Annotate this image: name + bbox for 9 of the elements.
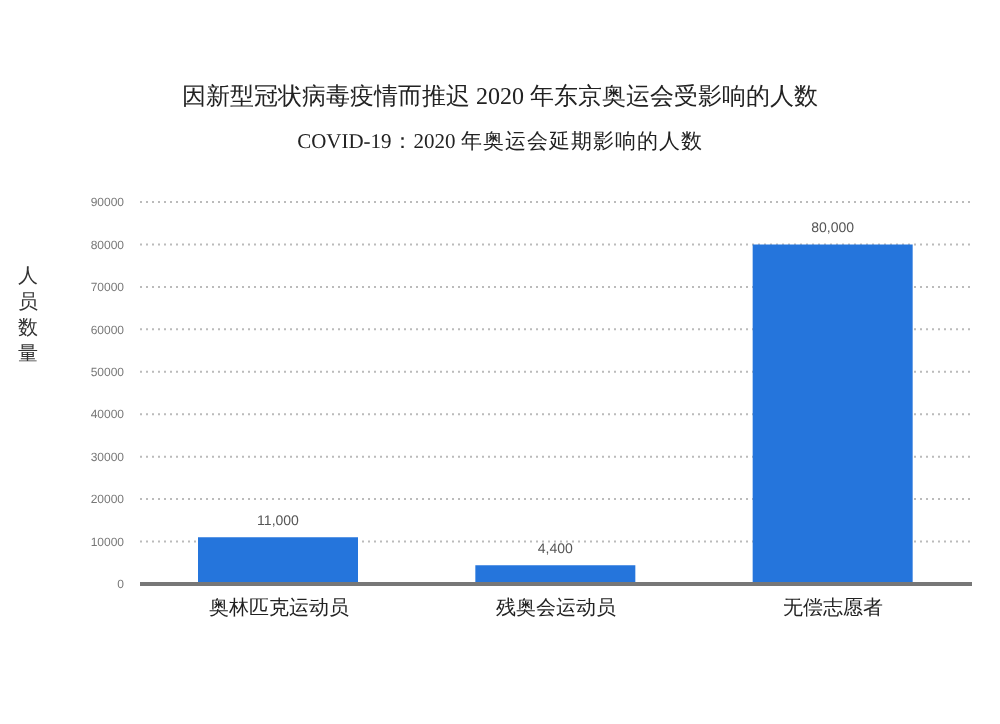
y-axis-title: 人员数量 xyxy=(18,264,40,368)
chart-title: 因新型冠状病毒疫情而推迟 2020 年东京奥运会受影响的人数 xyxy=(180,80,820,114)
bar xyxy=(475,565,636,584)
x-tick-label: 残奥会运动员 xyxy=(496,596,616,621)
bar xyxy=(198,537,358,584)
x-tick-label: 无偿志愿者 xyxy=(783,596,884,621)
chart-subtitle: COVID-19：2020 年奥运会延期影响的人数 xyxy=(295,129,705,156)
bar xyxy=(752,244,913,584)
x-tick-label: 奥林匹克运动员 xyxy=(208,596,349,621)
